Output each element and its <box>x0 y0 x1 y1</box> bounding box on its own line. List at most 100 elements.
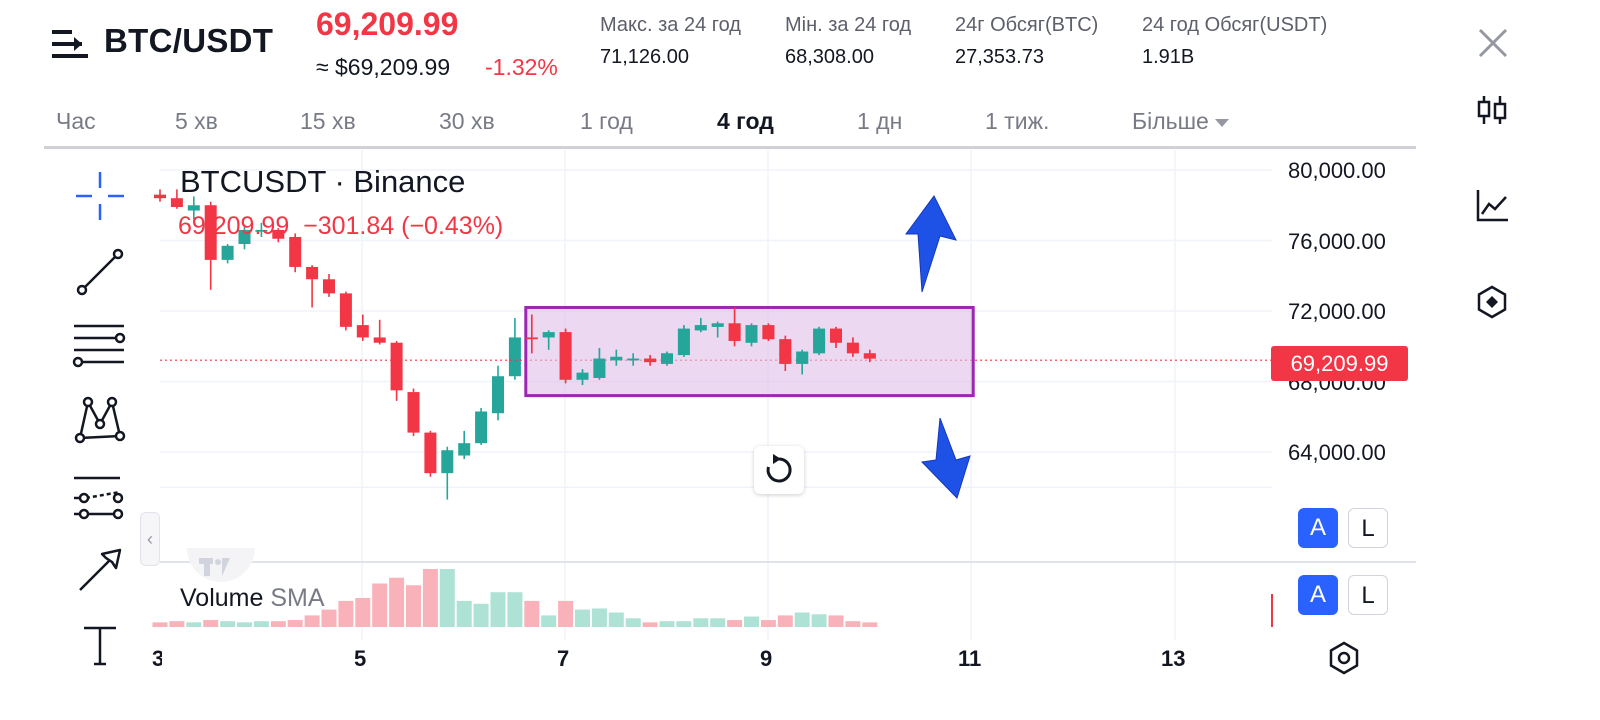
x-tick-label: 9 <box>760 646 773 671</box>
reset-icon <box>766 454 792 483</box>
volume-bar <box>777 615 793 627</box>
stat-vol-usdt-label: 24 год Обсяг(USDT) <box>1142 14 1328 36</box>
candle-body <box>796 351 809 364</box>
candle-body <box>475 411 488 444</box>
x-tick-label: 5 <box>354 646 367 671</box>
volume-auto-scale-button[interactable]: A <box>1298 575 1338 615</box>
volume-bars <box>152 569 1273 627</box>
candles-icon[interactable] <box>1474 92 1510 128</box>
tab-time[interactable]: Час <box>56 108 96 134</box>
candle-body <box>441 450 454 474</box>
tabs-divider <box>44 146 1416 149</box>
volume-bar <box>608 612 624 627</box>
candle-body <box>323 279 335 294</box>
auto-scale-button[interactable]: A <box>1298 508 1338 548</box>
chart-symbol-title: BTCUSDT · Binance <box>180 164 466 199</box>
volume-bar <box>558 600 574 627</box>
candle-body <box>728 323 741 341</box>
stat-high-label: Макс. за 24 год <box>600 14 741 36</box>
y-tick-label: 76,000.00 <box>1288 229 1386 254</box>
volume-bar <box>625 618 641 627</box>
candle-body <box>424 432 437 474</box>
volume-bar <box>727 620 743 627</box>
volume-bar <box>642 622 658 627</box>
tab-1h[interactable]: 1 год <box>580 108 633 134</box>
candle-body <box>593 358 606 378</box>
volume-bar <box>828 615 844 627</box>
tab-1w[interactable]: 1 тиж. <box>985 108 1050 134</box>
last-price-tag: 69,209.99 <box>1271 346 1408 381</box>
candle-body <box>204 205 217 260</box>
volume-bar <box>389 577 405 627</box>
y-tick-label: 64,000.00 <box>1288 440 1386 465</box>
candle-body <box>407 392 420 433</box>
pair-title[interactable]: BTC/USDT <box>104 22 274 59</box>
tab-4h[interactable]: 4 год <box>717 108 774 134</box>
volume-bar <box>760 620 776 627</box>
y-tick-label: 80,000.00 <box>1288 158 1386 183</box>
tradingview-logo <box>187 548 255 582</box>
candle-body <box>255 229 268 232</box>
volume-sma-label: SMA <box>270 584 325 612</box>
x-tick-label: 13 <box>1161 646 1186 671</box>
volume-bar <box>693 618 709 627</box>
stat-vol-btc-value: 27,353.73 <box>955 46 1044 68</box>
volume-bar <box>422 569 438 627</box>
fib-lines-icon[interactable] <box>72 318 128 374</box>
candle-body <box>154 194 166 199</box>
pattern-icon[interactable] <box>72 394 128 450</box>
candle-body <box>306 266 319 280</box>
arrow-tool-icon[interactable] <box>72 544 128 600</box>
tab-30m[interactable]: 30 хв <box>439 108 495 134</box>
candle-body <box>644 358 657 363</box>
hexagon-settings-icon[interactable] <box>1474 284 1510 320</box>
tab-1d[interactable]: 1 дн <box>857 108 903 134</box>
volume-bar <box>676 621 692 627</box>
volume-bar <box>456 600 472 627</box>
candle-body <box>221 245 234 260</box>
candle-body <box>863 353 876 359</box>
tab-5m[interactable]: 5 хв <box>175 108 218 134</box>
volume-bar <box>355 598 371 627</box>
stat-vol-usdt-value: 1.91B <box>1142 46 1195 68</box>
chart-settings-icon[interactable] <box>1326 640 1362 676</box>
crosshair-icon[interactable] <box>72 168 128 224</box>
menu-icon[interactable] <box>52 28 88 60</box>
volume-bar <box>186 622 202 627</box>
range-rectangle <box>524 305 975 398</box>
candle-body <box>373 337 386 343</box>
indicators-icon[interactable] <box>1474 188 1510 224</box>
volume-bar <box>169 621 185 627</box>
candle-body <box>525 337 538 340</box>
candle-body <box>779 339 792 364</box>
stat-low-value: 68,308.00 <box>785 46 874 68</box>
reset-chart-button[interactable] <box>754 446 804 494</box>
tab-more[interactable]: Більше <box>1132 108 1229 135</box>
projection-icon[interactable] <box>72 470 128 526</box>
tab-15m[interactable]: 15 хв <box>300 108 356 134</box>
volume-bar <box>541 615 557 627</box>
candle-body <box>289 236 302 267</box>
candle-body <box>390 342 403 391</box>
candle-body <box>762 325 775 340</box>
arrow-up-drawing <box>905 195 957 293</box>
volume-bar <box>304 615 320 627</box>
volume-log-scale-button[interactable]: L <box>1348 575 1388 615</box>
x-tick-label: 7 <box>557 646 570 671</box>
volume-bar <box>811 614 827 627</box>
collapse-toolbar-button[interactable]: ‹ <box>140 512 160 566</box>
candle-body <box>576 372 589 380</box>
close-icon[interactable] <box>1476 26 1510 60</box>
candle-body <box>846 342 859 354</box>
candle-body <box>830 328 842 343</box>
text-tool-icon[interactable] <box>72 618 128 674</box>
volume-bar <box>507 592 523 627</box>
tab-more-label: Більше <box>1132 108 1209 134</box>
trend-line-icon[interactable] <box>72 244 128 300</box>
volume-bar <box>270 621 286 627</box>
stat-vol-btc-label: 24г Обсяг(BTC) <box>955 14 1099 36</box>
candle-body <box>677 328 690 356</box>
log-scale-button[interactable]: L <box>1348 508 1388 548</box>
candle-body <box>238 229 251 245</box>
